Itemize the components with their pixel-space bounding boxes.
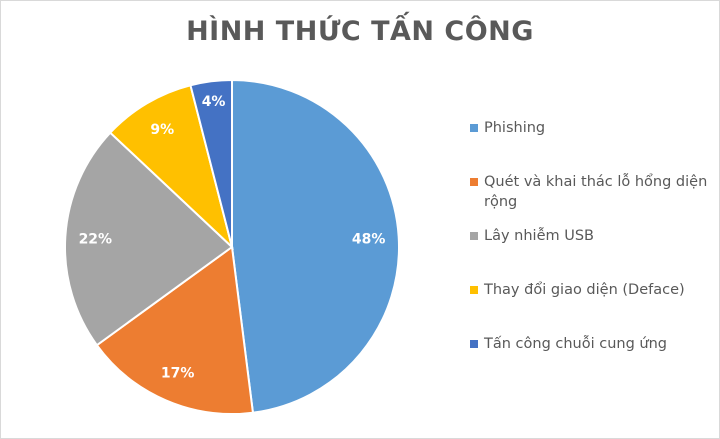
pie-slice — [231, 78, 400, 414]
legend-label: Phishing — [484, 120, 546, 136]
legend-item: Tấn công chuỗi cung ứng — [470, 334, 710, 388]
legend-swatch — [470, 286, 478, 294]
pie-slice — [108, 84, 234, 251]
data-label: 9% — [150, 122, 174, 138]
data-label: 17% — [161, 366, 195, 382]
legend-label: Lây nhiễm USB — [484, 228, 594, 244]
legend-label: Thay đổi giao diện (Deface) — [484, 282, 685, 298]
chart-title: HÌNH THỨC TẤN CÔNG — [186, 16, 534, 47]
legend-item: Lây nhiễm USB — [470, 226, 710, 280]
pie-slice — [64, 131, 234, 347]
pie-slice — [95, 245, 255, 415]
legend-label: Quét và khai thác lỗ hổng diện rộng — [484, 174, 708, 210]
data-label: 22% — [79, 231, 113, 247]
legend-item: Phishing — [470, 118, 710, 172]
pie-slice — [189, 78, 233, 248]
legend-swatch — [470, 178, 478, 186]
legend: Phishing Quét và khai thác lỗ hổng diện r… — [470, 118, 710, 388]
legend-swatch — [470, 124, 478, 132]
legend-item: Quét và khai thác lỗ hổng diện rộng — [470, 172, 710, 226]
legend-item: Thay đổi giao diện (Deface) — [470, 280, 710, 334]
data-label: 4% — [202, 94, 226, 110]
legend-swatch — [470, 232, 478, 240]
legend-label: Tấn công chuỗi cung ứng — [484, 336, 667, 352]
legend-swatch — [470, 340, 478, 348]
data-label: 48% — [352, 231, 386, 247]
